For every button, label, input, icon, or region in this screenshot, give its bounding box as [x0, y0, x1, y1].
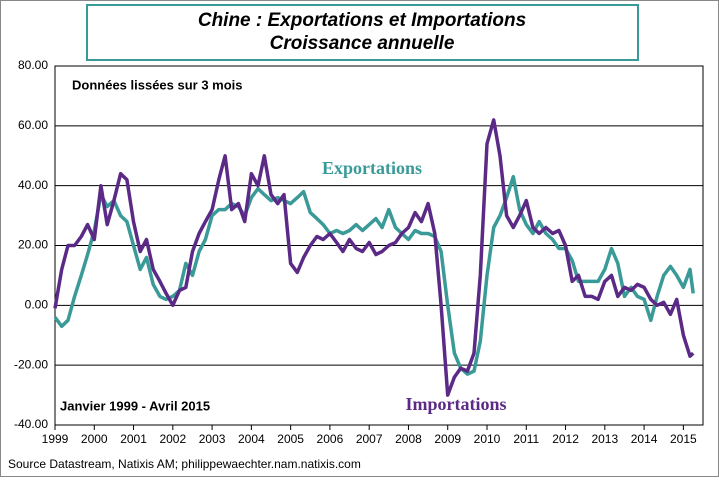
- y-tick-label: -40.00: [14, 417, 48, 431]
- x-tick-label: 2009: [434, 432, 461, 446]
- y-tick-label: 0.00: [25, 298, 49, 312]
- y-tick-label: 20.00: [18, 238, 48, 252]
- y-tick-label: 60.00: [18, 118, 48, 132]
- x-tick-label: 2013: [591, 432, 618, 446]
- series-label: Importations: [405, 394, 506, 414]
- x-tick-label: 2002: [159, 432, 186, 446]
- x-tick-label: 2014: [631, 432, 658, 446]
- x-tick-label: 2008: [395, 432, 422, 446]
- x-tick-label: 2010: [474, 432, 501, 446]
- x-tick-label: 2001: [120, 432, 147, 446]
- source: Source Datastream, Natixis AM; philippew…: [8, 457, 361, 471]
- annotation: Données lissées sur 3 mois: [72, 77, 243, 92]
- x-tick-label: 2000: [81, 432, 108, 446]
- x-tick-label: 2003: [199, 432, 226, 446]
- x-tick-label: 2004: [238, 432, 265, 446]
- series-line: [53, 174, 695, 376]
- y-tick-label: 80.00: [18, 58, 48, 72]
- chart-title: Chine : Exportations et Importations: [198, 10, 526, 31]
- x-tick-label: 1999: [42, 432, 69, 446]
- x-tick-label: 2012: [552, 432, 579, 446]
- title-box: [86, 4, 639, 61]
- x-tick-label: 2006: [317, 432, 344, 446]
- x-tick-label: 2011: [513, 432, 539, 446]
- annotation: Janvier 1999 - Avril 2015: [60, 398, 210, 413]
- x-tick-label: 2007: [356, 432, 383, 446]
- x-tick-label: 2015: [670, 432, 697, 446]
- chart-subtitle: Croissance annuelle: [270, 33, 455, 54]
- series-label: Exportations: [322, 158, 422, 178]
- plot-border: [54, 65, 704, 426]
- series-line: [53, 118, 695, 397]
- y-tick-label: -20.00: [14, 357, 48, 371]
- y-tick-label: 40.00: [18, 178, 48, 192]
- x-tick-label: 2005: [277, 432, 304, 446]
